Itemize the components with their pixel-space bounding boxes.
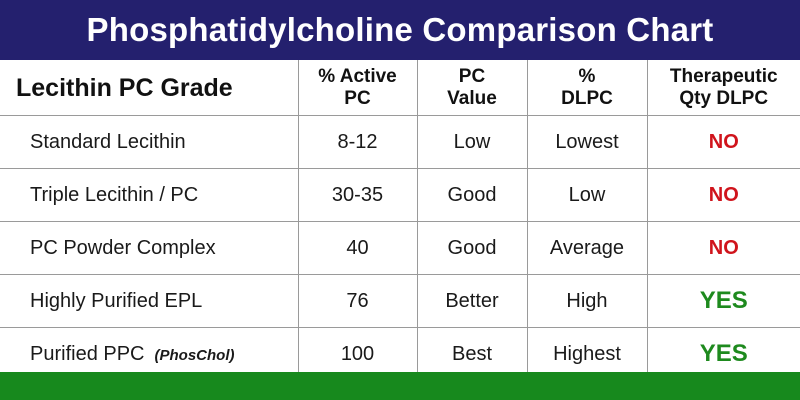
header-grade: Lecithin PC Grade: [0, 60, 299, 116]
header-therapeutic: Therapeutic Qty DLPC: [647, 60, 800, 116]
header-active-pc: % Active PC: [298, 60, 418, 116]
therapeutic-cell: NO: [647, 115, 800, 169]
header-value-line2: Value: [447, 87, 497, 109]
answer-no: NO: [708, 236, 739, 259]
answer-no: NO: [708, 130, 739, 153]
table-row: Standard Lecithin 8-12 Low Lowest NO: [0, 115, 800, 169]
header-row: Lecithin PC Grade % Active PC PC Value %…: [0, 60, 800, 116]
answer-yes: YES: [699, 340, 748, 367]
grade-cell: Triple Lecithin / PC: [0, 168, 299, 222]
brand-note: (PhosChol): [154, 346, 235, 364]
table-row: Triple Lecithin / PC 30-35 Good Low NO: [0, 168, 800, 222]
header-dlpc: % DLPC: [527, 60, 648, 116]
therapeutic-cell: NO: [647, 168, 800, 222]
dlpc-cell: Lowest: [527, 115, 648, 169]
comparison-table: Lecithin PC Grade % Active PC PC Value %…: [0, 60, 800, 381]
table-header: Lecithin PC Grade % Active PC PC Value %…: [0, 60, 800, 116]
header-dlpc-line1: %: [578, 65, 596, 87]
footer-bar: [0, 372, 800, 400]
header-dlpc-line2: DLPC: [561, 87, 613, 109]
active-pc-cell: 8-12: [298, 115, 418, 169]
table-row: Highly Purified EPL 76 Better High YES: [0, 274, 800, 328]
therapeutic-cell: NO: [647, 221, 800, 275]
dlpc-cell: Average: [527, 221, 648, 275]
active-pc-cell: 76: [298, 274, 418, 328]
table-body: Standard Lecithin 8-12 Low Lowest NO Tri…: [0, 115, 800, 381]
header-pc-value: PC Value: [417, 60, 528, 116]
title-bar: Phosphatidylcholine Comparison Chart: [0, 0, 800, 60]
table-row: PC Powder Complex 40 Good Average NO: [0, 221, 800, 275]
dlpc-cell: High: [527, 274, 648, 328]
grade-cell: PC Powder Complex: [0, 221, 299, 275]
therapeutic-cell: YES: [647, 274, 800, 328]
grade-cell: Standard Lecithin: [0, 115, 299, 169]
chart-title: Phosphatidylcholine Comparison Chart: [86, 11, 714, 48]
grade-label: Purified PPC: [30, 342, 145, 365]
pc-value-cell: Low: [417, 115, 528, 169]
dlpc-cell: Low: [527, 168, 648, 222]
header-active-line2: PC: [344, 87, 371, 109]
header-active-line1: % Active: [318, 65, 397, 87]
pc-value-cell: Better: [417, 274, 528, 328]
grade-cell: Highly Purified EPL: [0, 274, 299, 328]
header-therapeutic-line1: Therapeutic: [669, 65, 778, 87]
header-therapeutic-line2: Qty DLPC: [679, 87, 769, 109]
active-pc-cell: 40: [298, 221, 418, 275]
pc-value-cell: Good: [417, 221, 528, 275]
header-value-line1: PC: [458, 65, 486, 87]
pc-value-cell: Good: [417, 168, 528, 222]
answer-yes: YES: [699, 287, 748, 314]
answer-no: NO: [708, 183, 739, 206]
active-pc-cell: 30-35: [298, 168, 418, 222]
